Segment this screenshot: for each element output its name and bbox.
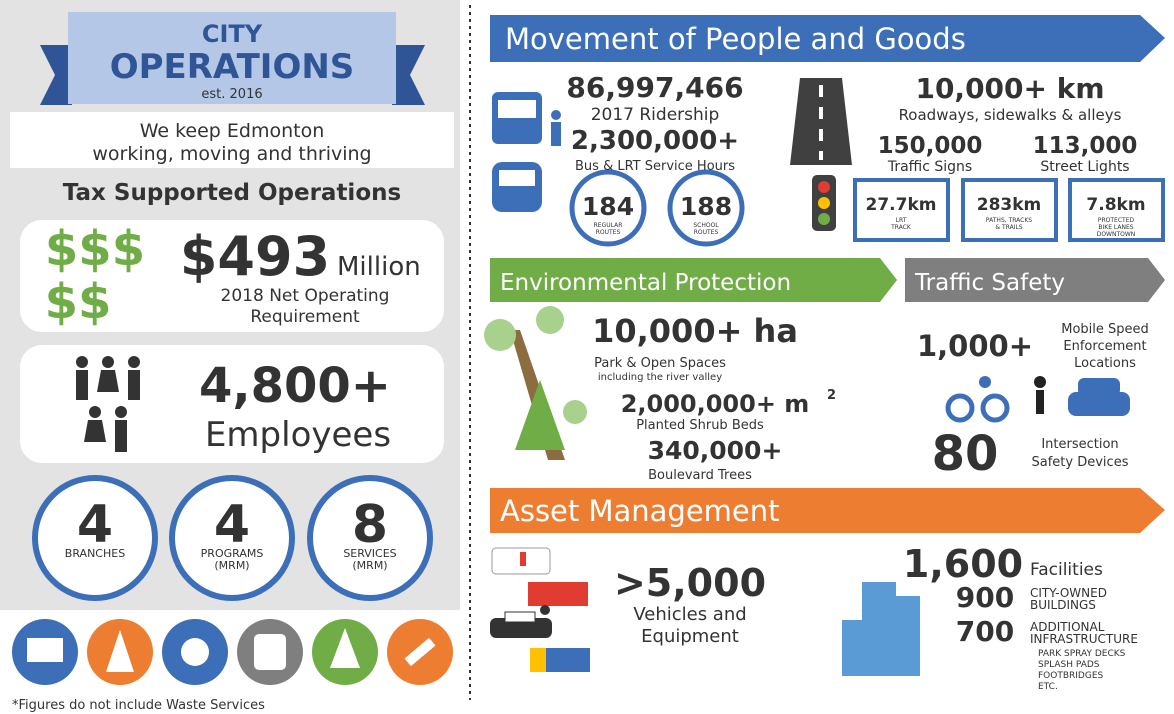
stat-label: Enforcement — [1063, 339, 1146, 354]
length-label: PATHS, TRACKS — [986, 217, 1032, 224]
circle-value: 4 — [214, 495, 250, 555]
stat: 340,000+ — [648, 436, 783, 465]
banner-title: Movement of People and Goods — [505, 22, 966, 56]
example: SPLASH PADS — [1038, 660, 1100, 670]
length-value: 27.7km — [866, 195, 937, 215]
stat: 80 — [932, 426, 999, 482]
stat-label: Facilities — [1030, 560, 1103, 580]
stat-label: 2017 Ridership — [591, 105, 720, 125]
stat: 900 — [956, 581, 1014, 614]
length-label: DOWNTOWN — [1097, 231, 1136, 238]
length-label: & TRAILS — [995, 224, 1022, 231]
vehicle-icons — [490, 548, 590, 672]
employee-count: 4,800+ — [199, 358, 391, 414]
length-label: TRACK — [890, 224, 912, 231]
stat-label: BUILDINGS — [1030, 598, 1096, 612]
amount-unit: Million — [337, 252, 421, 282]
stat-label: Bus & LRT Service Hours — [575, 159, 735, 174]
stat-label: Equipment — [641, 626, 739, 647]
length-value: 7.8km — [1086, 195, 1145, 215]
route-label: ROUTES — [694, 229, 719, 236]
service-icons — [12, 619, 453, 685]
stat-note: including the river valley — [598, 372, 722, 383]
employee-label: Employees — [205, 415, 391, 455]
header-title: OPERATIONS — [110, 47, 355, 87]
stat-label: Traffic Signs — [887, 159, 972, 175]
stat: 86,997,466 — [566, 71, 743, 104]
length-label: BIKE LANES — [1098, 224, 1133, 231]
amount: $493 — [180, 225, 330, 288]
caption: Requirement — [250, 307, 360, 327]
transit-icons — [492, 92, 561, 212]
banner-title: Environmental Protection — [500, 270, 791, 296]
circle-label: (MRM) — [352, 559, 387, 572]
stat: 10,000+ km — [915, 72, 1104, 105]
stat-label: Street Lights — [1040, 159, 1129, 175]
stat: 2,300,000+ — [571, 126, 739, 156]
tagline: working, moving and thriving — [92, 143, 371, 165]
route-value: 188 — [680, 192, 732, 221]
length-label: PROTECTED — [1098, 217, 1135, 224]
example: FOOTBRIDGES — [1038, 671, 1104, 681]
safety-icons — [948, 376, 1130, 420]
tree-icon — [484, 306, 587, 460]
route-label: SCHOOL — [693, 222, 719, 229]
building-icon — [842, 582, 920, 676]
stat: 150,000 — [878, 133, 983, 159]
route-value: 184 — [582, 192, 634, 221]
dollar-signs: $$$ — [45, 221, 145, 277]
route-label: REGULAR — [594, 222, 623, 229]
stat-label: Planted Shrub Beds — [636, 418, 764, 433]
circle-label: (MRM) — [214, 559, 249, 572]
stat-label: Roadways, sidewalks & alleys — [899, 106, 1122, 124]
stat: >5,000 — [614, 561, 766, 605]
length-label: LRT — [896, 217, 907, 224]
stat-label: Boulevard Trees — [648, 468, 752, 483]
header-est: est. 2016 — [201, 87, 262, 102]
circle-value: 4 — [77, 495, 113, 555]
section-title: Tax Supported Operations — [63, 180, 401, 206]
route-label: ROUTES — [596, 229, 621, 236]
circle-label: BRANCHES — [65, 547, 125, 560]
dollar-signs: $$ — [45, 274, 112, 330]
footnote: *Figures do not include Waste Services — [12, 698, 265, 713]
stat: 113,000 — [1033, 133, 1138, 159]
stat-label: Mobile Speed — [1061, 322, 1149, 337]
length-value: 283km — [977, 195, 1042, 215]
circle-value: 8 — [352, 495, 388, 555]
banner-title: Traffic Safety — [914, 270, 1065, 296]
example: ETC. — [1038, 682, 1058, 692]
stat-label: Locations — [1074, 356, 1136, 371]
stat: 700 — [956, 615, 1014, 648]
stat-label: Safety Devices — [1032, 455, 1129, 470]
stat-label: INFRASTRUCTURE — [1030, 632, 1138, 646]
caption: 2018 Net Operating — [221, 286, 390, 306]
header-title: CITY — [202, 20, 263, 48]
banner-title: Asset Management — [500, 494, 780, 528]
infographic: CITYOPERATIONSest. 2016 We keep Edmontonw… — [0, 0, 1174, 714]
stat: 10,000+ ha — [592, 312, 798, 350]
stat-label: Park & Open Spaces — [594, 356, 726, 371]
superscript: 2 — [827, 388, 836, 403]
stat-label: Intersection — [1041, 437, 1118, 452]
stat: 1,000+ — [917, 329, 1033, 363]
stat: 1,600 — [903, 542, 1023, 586]
tagline: We keep Edmonton — [140, 120, 325, 142]
example: PARK SPRAY DECKS — [1038, 649, 1126, 659]
stat-label: Vehicles and — [633, 604, 746, 625]
stat: 2,000,000+ m — [621, 390, 810, 418]
